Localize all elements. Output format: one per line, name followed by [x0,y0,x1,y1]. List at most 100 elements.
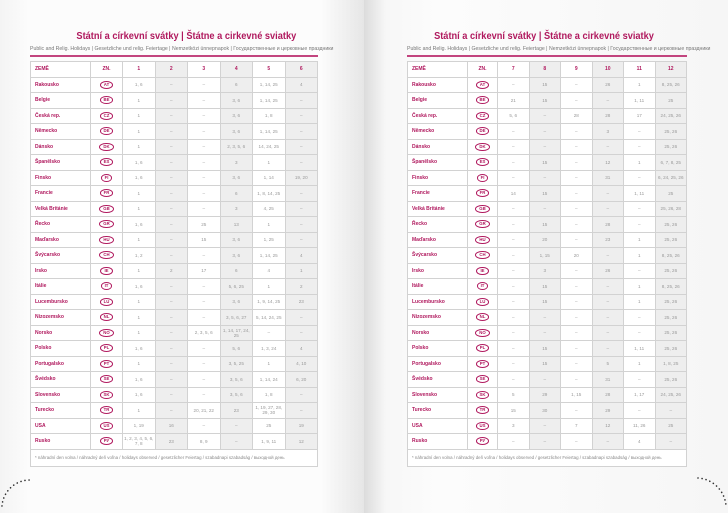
column-header-month: 1 [122,61,156,78]
holiday-dates: – [654,402,687,419]
holiday-dates: – [560,138,593,155]
table-row: Lucembursko LU 1– –3, 6 1, 9, 14, 25 23 [30,293,318,310]
holiday-dates: 1, 8 [252,107,286,124]
holiday-dates: – [187,386,221,403]
holiday-dates: – [187,417,221,434]
column-header-month: 8 [528,61,561,78]
holiday-dates: – [154,247,188,264]
table-row: Rusko РУ – – – –4– [407,433,687,450]
holiday-dates: – [154,138,188,155]
holiday-dates: 3, 6 [219,247,253,264]
table-row: Finsko FI 1, 6– –3, 6 1, 14 19, 20 [30,169,318,186]
holiday-dates: 24, 25, 26 [654,386,687,403]
holiday-dates: 19 [284,417,318,434]
holiday-dates: 3, 5, 6 [219,371,253,388]
table-row: Polsko PL 1, 6– –5, 6 1, 3, 24 4 [30,340,318,357]
country-code-cell: BE [90,92,123,109]
table-row: Rusko РУ 1, 2, 3, 4, 5, 6, 7, 8 23 8, 9–1, 9… [30,433,318,450]
table-row: Francie FR 1– –6 1, 8, 14, 25– [30,185,318,202]
holiday-dates: – [528,138,561,155]
holiday-dates: 1 [252,278,286,295]
holiday-dates: – [497,138,530,155]
holiday-dates: – [623,169,656,186]
country-code-badge: GB [99,204,114,213]
holiday-dates: 15 [528,92,561,109]
holiday-dates: 26 [591,262,624,279]
holiday-dates: 29 [591,402,624,419]
country-name: Švýcarsko [30,247,91,264]
table-row: Norsko NO 1–2, 3, 5, 6 1, 14, 17, 24, 25– – [30,324,318,341]
table-row: Nizozemsko NL 1– –3, 5, 6, 27 5, 14, 24, 25– [30,309,318,326]
holiday-dates: 3, 5, 6, 27 [219,309,253,326]
holiday-dates: 15 [528,340,561,357]
holiday-dates: 3, 5, 25 [219,355,253,372]
column-header-month: 4 [219,61,253,78]
holiday-dates: 15 [528,278,561,295]
holiday-dates: 28 [591,107,624,124]
holiday-dates: – [560,185,593,202]
country-code-cell: NO [467,324,498,341]
column-header-month: 10 [591,61,624,78]
holiday-dates: 11, 26 [623,417,656,434]
holiday-dates: – [154,169,188,186]
country-code-cell: FR [90,185,123,202]
country-code-cell: ES [467,154,498,171]
footnote-row: * náhradní den volna / náhradný deň voľn… [407,448,687,467]
holiday-dates: 1, 14, 25 [252,123,286,140]
country-code-badge: DE [99,127,114,136]
table-row: Finsko FI – – –31–6, 24, 25, 26 [407,169,687,186]
country-code-cell: ES [90,154,123,171]
holiday-dates: – [528,324,561,341]
country-code-cell: SE [90,371,123,388]
holiday-dates: – [623,402,656,419]
holiday-dates: 5, 6 [497,107,530,124]
holiday-dates: 23 [591,231,624,248]
table-row: USA US 1, 19 16– –25 19 [30,417,318,434]
holiday-dates: 1, 9, 14, 25 [252,293,286,310]
country-name: Španělsko [30,154,91,171]
holiday-dates: 1, 6 [122,216,156,233]
holiday-dates: – [560,262,593,279]
holiday-dates: – [497,76,530,93]
holiday-dates: – [560,200,593,217]
country-code-cell: PT [467,355,498,372]
holiday-dates: 1 [122,402,156,419]
holiday-dates: – [154,92,188,109]
holiday-dates: 25, 26 [654,216,687,233]
country-code-badge: HU [475,235,490,244]
footnote-row: * náhradní den volna / náhradný deň voľn… [30,448,318,467]
holiday-dates: – [187,169,221,186]
country-code-badge: US [475,421,490,430]
holiday-dates: – [623,138,656,155]
country-code-cell: CZ [90,107,123,124]
holiday-dates: – [187,371,221,388]
country-code-cell: SK [467,386,498,403]
holiday-dates: 25, 26 [654,231,687,248]
country-name: Francie [30,185,91,202]
holiday-dates: – [560,355,593,372]
page-title: Státní a církevní svátky | Štátne a cirk… [434,30,654,42]
holiday-dates: 1 [252,216,286,233]
country-name: Velká Británie [30,200,91,217]
header-row: ZEMĚ ZN. 1 2 3 4 5 6 [30,61,318,78]
holiday-dates: – [187,293,221,310]
holiday-dates: – [284,324,318,341]
title-rule [407,55,687,57]
holiday-dates: 1 [623,154,656,171]
country-code-cell: US [467,417,498,434]
holiday-dates: – [591,433,624,450]
country-code-cell: HU [90,231,123,248]
holiday-dates: 3 [219,200,253,217]
holiday-dates: 2 [154,262,188,279]
country-code-cell: IE [90,262,123,279]
country-code-cell: TR [467,402,498,419]
country-name: Španělsko [407,154,468,171]
holiday-dates: – [591,324,624,341]
holiday-dates: 25, 26, 28 [654,200,687,217]
holiday-dates: 15 [528,154,561,171]
holiday-dates: 5, 6 [219,340,253,357]
country-name: Finsko [407,169,468,186]
holiday-dates: – [560,278,593,295]
column-header-country: ZEMĚ [407,61,468,78]
holiday-dates: 15 [497,402,530,419]
